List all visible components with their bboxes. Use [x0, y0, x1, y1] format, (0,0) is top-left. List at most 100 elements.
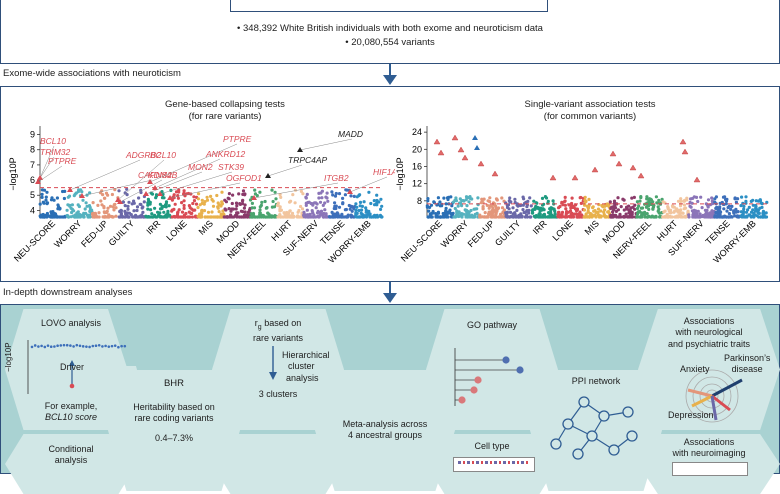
- gene-annotation-label: PTPRE: [223, 134, 252, 144]
- neuro-line2: with neuroimaging: [672, 448, 746, 459]
- annotation-marker: [79, 193, 85, 198]
- annotation-marker: [152, 185, 158, 190]
- manhattan-band-tense: [713, 195, 741, 219]
- rg-clusters: 3 clusters: [258, 389, 298, 399]
- traits-parkinson-label: Parkinson’s disease: [724, 353, 770, 375]
- conditional-text: Conditional analysis: [5, 444, 137, 467]
- gene-annotation-label: ADGRB2: [125, 150, 161, 160]
- manhattan-band-nerv-feel: [248, 188, 278, 219]
- cohort-count: • 348,392 White British individuals with…: [237, 23, 543, 34]
- annotation-marker: [157, 191, 163, 196]
- annotation-leader: [39, 156, 55, 179]
- traits-line1: Associations: [683, 316, 735, 326]
- manhattan-band-fed-up: [478, 196, 507, 219]
- gene-annotation-label: ANKRD12: [205, 149, 245, 159]
- gene-annotation-label: TRPC4AP: [288, 155, 328, 165]
- gene-annotation-label: BCL10: [150, 150, 176, 160]
- y-tick-label: 5: [30, 190, 35, 200]
- variant-peak-marker: [615, 160, 623, 167]
- meta-text: Meta-analysis across 4 ancestral groups: [315, 419, 455, 442]
- rg-symbol: r: [254, 318, 258, 328]
- variant-peak-marker: [491, 170, 499, 177]
- variant-peak-marker: [437, 149, 445, 156]
- x-tick-label: LONE: [550, 218, 574, 242]
- x-tick-label: FED-UP: [466, 218, 497, 249]
- y-tick-label: 24: [412, 127, 422, 137]
- gene-annotation-label: MON2: [188, 162, 213, 172]
- ppi-network-graph: [550, 396, 638, 460]
- cohort-header-box: [230, 0, 548, 12]
- gene-annotation-label: BCL10: [40, 136, 66, 146]
- neuro-line1: Associations: [683, 437, 735, 447]
- gene-annotation-label: OGFOD1: [226, 173, 262, 183]
- section-title-downstream: In-depth downstream analyses: [3, 287, 133, 298]
- gene-annotation-label: CAPNS2: [138, 170, 172, 180]
- neuro-image-frame: [672, 462, 748, 476]
- variant-peak-marker: [591, 166, 599, 173]
- variant-panel-title: Single-variant association tests (for co…: [420, 99, 760, 123]
- y-tick-label: 8: [30, 145, 35, 155]
- variant-count: • 20,080,554 variants: [345, 37, 435, 48]
- y-axis-label: −log10P: [8, 157, 18, 190]
- variant-peak-marker: [681, 148, 689, 155]
- flow-arrow-2: [383, 282, 397, 303]
- y-tick-label: 6: [30, 175, 35, 185]
- x-tick-label: NEU-SCORE: [399, 218, 444, 263]
- rg-subscript: g: [257, 323, 262, 331]
- y-tick-label: 4: [30, 205, 35, 215]
- manhattan-band-lone: [556, 195, 586, 219]
- manhattan-band-neu-score: [425, 195, 455, 219]
- lovo-mini-plot: [27, 340, 127, 394]
- manhattan-band-mood: [222, 189, 252, 219]
- conditional-line2: analysis: [54, 455, 88, 466]
- x-tick-label: IRR: [531, 218, 549, 236]
- y-tick-label: 7: [30, 160, 35, 170]
- variant-peak-marker: [609, 150, 617, 157]
- manhattan-band-mood: [608, 195, 638, 219]
- rg-hier-line1: Hierarchical: [282, 350, 330, 360]
- gene-annotation-label: KDM4B: [148, 170, 178, 180]
- conditional-line1: Conditional: [48, 444, 94, 454]
- annotation-leader: [154, 158, 221, 189]
- hex-traits: [638, 309, 780, 430]
- ppi-title: PPI network: [571, 376, 621, 386]
- rg-title-line2: rare variants: [252, 332, 304, 343]
- annotation-marker: [143, 191, 149, 196]
- annotation-leader: [145, 171, 203, 195]
- rg-title: rg based on rare variants: [212, 318, 344, 344]
- lovo-title: LOVO analysis: [40, 318, 102, 328]
- annotation-leader: [267, 164, 303, 177]
- manhattan-band-lone: [170, 188, 200, 219]
- traits-parkinson-line1: Parkinson’s: [724, 353, 771, 363]
- bhr-desc-line2: rare coding variants: [134, 413, 214, 424]
- variant-peak-marker: [472, 135, 478, 140]
- variant-panel-title-line1: Single-variant association tests: [524, 99, 656, 110]
- traits-anxiety-label: Anxiety: [680, 364, 710, 374]
- gene-panel-title: Gene-based collapsing tests (for rare va…: [60, 99, 390, 123]
- rg-down-arrow: [269, 346, 277, 380]
- x-tick-label: MIS: [197, 218, 215, 236]
- variant-peak-marker: [451, 134, 459, 141]
- lovo-ylabel: −log10P: [4, 342, 13, 372]
- variant-peak-marker: [679, 138, 687, 145]
- manhattan-band-guilty: [504, 195, 533, 219]
- x-tick-label: IRR: [144, 218, 162, 236]
- variant-peak-marker: [549, 174, 557, 181]
- gene-annotation-label: MADD: [338, 129, 363, 139]
- manhattan-band-fed-up: [91, 188, 120, 219]
- variant-peak-marker: [637, 172, 645, 179]
- y-axis-label: −log10P: [395, 157, 405, 190]
- x-tick-label: LONE: [164, 218, 188, 242]
- meta-line1: Meta-analysis across: [342, 419, 428, 429]
- manhattan-band-guilty: [117, 187, 147, 219]
- bhr-desc: Heritability based on rare coding varian…: [108, 402, 240, 425]
- hex-go: [426, 309, 558, 430]
- annotation-leader: [119, 179, 163, 203]
- manhattan-band-hurt: [661, 196, 690, 219]
- annotation-marker: [297, 147, 303, 152]
- manhattan-band-neu-score: [38, 188, 67, 219]
- variant-peak-marker: [457, 146, 465, 153]
- lovo-note: For example, BCL10 score: [5, 401, 137, 424]
- neuro-title: Associations with neuroimaging: [638, 437, 780, 460]
